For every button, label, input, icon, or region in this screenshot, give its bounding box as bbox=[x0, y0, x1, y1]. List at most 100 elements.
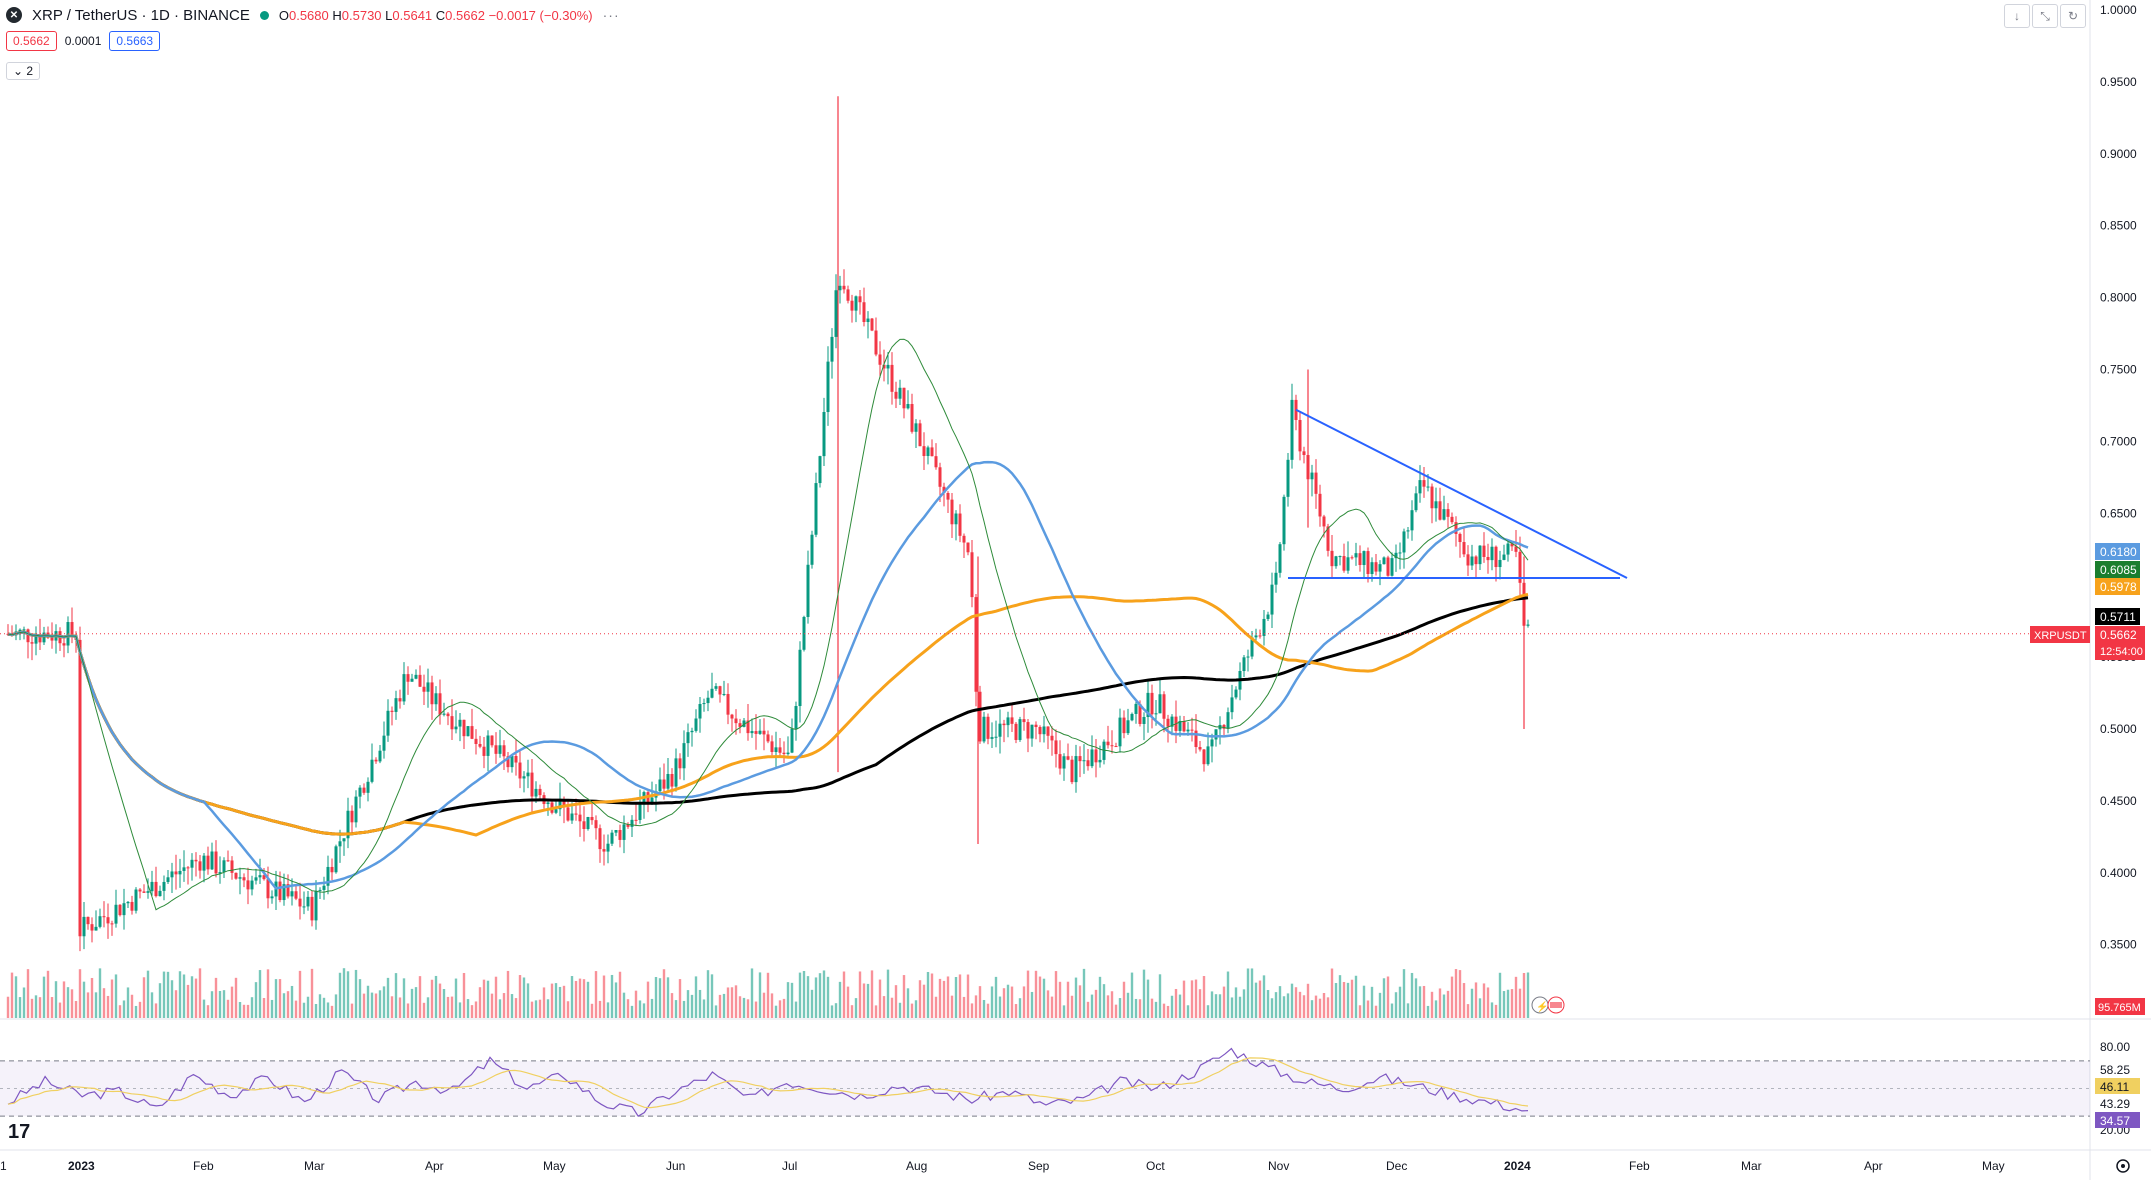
volume-bar bbox=[210, 991, 214, 1018]
volume-bar bbox=[1314, 995, 1318, 1018]
volume-bar bbox=[1282, 996, 1286, 1018]
sell-price-button[interactable]: 0.5662 bbox=[6, 31, 57, 51]
volume-bar bbox=[654, 976, 658, 1018]
candle-body bbox=[374, 759, 378, 762]
collapse-icon[interactable]: ⤡ bbox=[2032, 4, 2058, 28]
candle-body bbox=[1070, 759, 1074, 783]
candle-body bbox=[1318, 493, 1322, 517]
volume-bar bbox=[742, 997, 746, 1018]
candle-body bbox=[218, 872, 222, 874]
volume-bar bbox=[898, 1002, 902, 1018]
volume-bar bbox=[646, 981, 650, 1018]
rsi-value-label: 58.25 bbox=[2100, 1063, 2130, 1077]
volume-bar bbox=[422, 1002, 426, 1018]
candle-body bbox=[1282, 496, 1286, 545]
volume-bar bbox=[438, 983, 442, 1018]
ma-100-line bbox=[7, 592, 1529, 837]
volume-bar bbox=[418, 976, 422, 1018]
candle-body bbox=[1230, 697, 1234, 713]
volume-bar bbox=[714, 1005, 718, 1018]
refresh-icon[interactable]: ↻ bbox=[2060, 4, 2086, 28]
volume-bar bbox=[1126, 992, 1130, 1018]
volume-bar bbox=[730, 987, 734, 1018]
volume-bar bbox=[114, 974, 118, 1018]
price-tick-label: 0.8000 bbox=[2100, 291, 2137, 305]
volume-bar bbox=[574, 980, 578, 1018]
candle-body bbox=[250, 880, 254, 890]
candle-body bbox=[922, 446, 926, 457]
indicators-toggle[interactable]: ⌄ 2 bbox=[6, 62, 41, 80]
more-icon[interactable]: ··· bbox=[602, 7, 620, 23]
candle-body bbox=[110, 923, 114, 925]
volume-bar bbox=[1110, 991, 1114, 1018]
candle-body bbox=[726, 693, 730, 715]
candle-body bbox=[1326, 526, 1330, 551]
candle-body bbox=[178, 870, 182, 875]
candle-body bbox=[786, 752, 790, 755]
time-tick-label: Apr bbox=[1864, 1159, 1883, 1173]
volume-bar bbox=[890, 997, 894, 1018]
volume-bar bbox=[1098, 976, 1102, 1018]
volume-bar bbox=[1346, 982, 1350, 1018]
volume-bar bbox=[1178, 994, 1182, 1018]
candle-body bbox=[230, 860, 234, 873]
candle-body bbox=[1290, 399, 1294, 460]
candle-body bbox=[618, 830, 622, 840]
candle-body bbox=[366, 781, 370, 793]
symbol-tag-label: XRPUSDT bbox=[2034, 630, 2087, 642]
candle-body bbox=[582, 821, 586, 829]
volume-bar bbox=[1426, 1005, 1430, 1018]
change-readout: −0.0017 (−0.30%) bbox=[488, 7, 593, 23]
candle-body bbox=[1514, 546, 1518, 552]
candle-body bbox=[766, 734, 770, 742]
candle-body bbox=[322, 885, 326, 890]
volume-bar bbox=[1170, 995, 1174, 1018]
candle-body bbox=[502, 745, 506, 757]
volume-bar bbox=[54, 981, 58, 1018]
volume-bar bbox=[1134, 998, 1138, 1018]
rsi-line bbox=[7, 1047, 1529, 1118]
time-tick-label: 2024 bbox=[1504, 1159, 1531, 1173]
candle-body bbox=[578, 814, 582, 822]
volume-bar bbox=[1362, 985, 1366, 1018]
volume-bar bbox=[554, 983, 558, 1018]
candle-body bbox=[26, 629, 30, 643]
candle-body bbox=[350, 810, 354, 823]
volume-bar bbox=[34, 995, 38, 1018]
candle-body bbox=[818, 456, 822, 484]
price-tick-label: 0.7000 bbox=[2100, 434, 2137, 448]
candle-body bbox=[494, 745, 498, 754]
volume-bar bbox=[746, 999, 750, 1018]
candle-body bbox=[154, 881, 158, 897]
time-tick-label: Aug bbox=[906, 1159, 927, 1173]
volume-bar bbox=[98, 968, 102, 1018]
candle-body bbox=[842, 285, 846, 290]
volume-bar bbox=[518, 975, 522, 1018]
arrow-down-icon[interactable]: ↓ bbox=[2004, 4, 2030, 28]
volume-bar bbox=[142, 977, 146, 1018]
volume-bar bbox=[682, 1000, 686, 1018]
candle-body bbox=[454, 726, 458, 730]
spread-value: 0.0001 bbox=[64, 34, 102, 48]
volume-bar bbox=[826, 976, 830, 1018]
candle-body bbox=[1526, 624, 1530, 626]
symbol-title[interactable]: XRP / TetherUS · 1D · BINANCE bbox=[32, 6, 250, 24]
volume-bar bbox=[350, 1003, 354, 1018]
volume-bar bbox=[1222, 986, 1226, 1018]
candle-body bbox=[870, 318, 874, 331]
time-tick-label: Feb bbox=[1629, 1159, 1650, 1173]
volume-bar bbox=[962, 996, 966, 1018]
candle-body bbox=[1206, 746, 1210, 765]
buy-price-button[interactable]: 0.5663 bbox=[109, 31, 161, 51]
candle-body bbox=[626, 824, 630, 827]
candle-body bbox=[530, 772, 534, 797]
candle-body bbox=[86, 916, 90, 925]
volume-bar bbox=[22, 987, 26, 1018]
candle-body bbox=[886, 364, 890, 369]
candle-body bbox=[1018, 719, 1022, 740]
candle-body bbox=[666, 774, 670, 789]
candle-body bbox=[1114, 746, 1118, 748]
volume-bar bbox=[1430, 991, 1434, 1018]
